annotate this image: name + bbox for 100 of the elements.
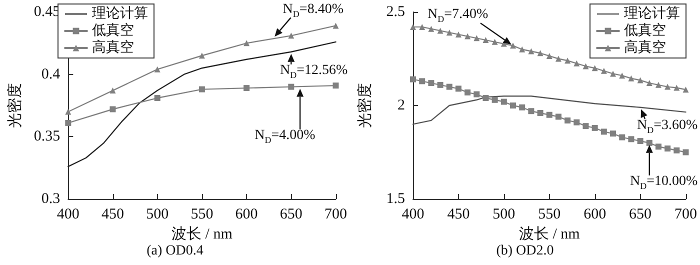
point — [464, 89, 471, 96]
x-tick-label: 650 — [280, 206, 302, 222]
point — [674, 84, 680, 91]
annotation: N$_{D}$=3.60% — [637, 118, 698, 135]
x-tick-label: 550 — [538, 206, 561, 222]
y-tick-label: 0.4 — [41, 66, 61, 82]
point — [446, 84, 452, 90]
legend-label: 高真空 — [624, 40, 666, 56]
point — [619, 72, 626, 79]
annotation: N$_{D}$=12.56% — [280, 63, 348, 80]
point — [65, 120, 72, 126]
point — [637, 77, 644, 84]
point — [555, 114, 562, 120]
point — [600, 68, 607, 74]
x-tick-label: 650 — [629, 206, 652, 222]
point — [574, 119, 580, 126]
point — [546, 112, 552, 118]
point — [510, 102, 516, 108]
x-axis-title: 波长 / nm — [172, 225, 233, 242]
x-tick-label: 700 — [674, 206, 697, 222]
point — [664, 84, 671, 90]
point — [555, 56, 562, 62]
text: (a) OD0.4 — [146, 244, 204, 258]
point — [592, 65, 598, 72]
point — [546, 52, 552, 59]
y-tick-label: 2.5 — [386, 4, 405, 20]
point — [464, 33, 471, 40]
point — [646, 80, 652, 86]
point — [655, 82, 662, 88]
point — [537, 110, 544, 116]
point — [564, 117, 571, 124]
point — [482, 37, 489, 44]
point — [482, 95, 489, 102]
x-axis-title: 波长 / nm — [518, 225, 580, 242]
point — [537, 50, 544, 56]
point — [655, 144, 662, 150]
point — [428, 26, 434, 32]
legend-label: 理论计算 — [92, 6, 148, 22]
y-axis-title: 光密度 — [356, 83, 374, 128]
point — [332, 22, 339, 29]
point — [154, 95, 160, 102]
point — [244, 85, 250, 92]
point — [582, 123, 589, 130]
point — [528, 108, 534, 114]
x-tick-label: 550 — [190, 206, 214, 222]
point — [628, 136, 634, 142]
point — [65, 108, 72, 115]
point — [682, 86, 689, 93]
x-tick-label: 400 — [56, 206, 80, 222]
annotation: N$_{D}$=7.40% — [428, 7, 488, 24]
x-tick-label: 450 — [447, 206, 470, 222]
point — [428, 80, 434, 86]
point — [288, 32, 294, 39]
point — [410, 24, 416, 30]
point — [455, 31, 462, 38]
annotation: N$_{D}$=10.00% — [630, 174, 698, 192]
x-tick-label: 700 — [324, 206, 347, 222]
point — [674, 147, 680, 154]
point — [419, 24, 426, 30]
x-tick-label: 400 — [402, 206, 424, 222]
point — [110, 106, 116, 112]
x-tick-label: 600 — [235, 206, 258, 222]
point — [628, 75, 634, 82]
point — [437, 28, 444, 34]
point — [474, 91, 480, 98]
point — [332, 82, 339, 89]
point — [410, 76, 416, 82]
point — [637, 138, 644, 144]
point — [519, 46, 526, 52]
point — [610, 70, 616, 77]
point — [600, 128, 607, 135]
x-tick-label: 500 — [146, 206, 169, 222]
legend-label: 低真空 — [92, 22, 134, 38]
y-tick-label: 0.35 — [34, 128, 60, 145]
x-tick-label: 600 — [584, 206, 606, 222]
annotation: N$_{D}$=4.00% — [254, 128, 316, 146]
point — [446, 30, 452, 36]
text: (b) OD2.0 — [496, 244, 554, 258]
point — [154, 66, 160, 72]
point — [682, 149, 689, 156]
point — [619, 134, 626, 140]
point — [592, 124, 598, 131]
point — [198, 86, 205, 92]
point — [582, 63, 589, 70]
point — [288, 84, 294, 90]
point — [500, 98, 507, 105]
point — [419, 78, 426, 84]
point — [198, 52, 205, 59]
point — [564, 58, 571, 64]
annotation: N$_{D}$=8.40% — [282, 2, 344, 18]
y-tick-label: 1.5 — [386, 191, 405, 207]
legend-label: 理论计算 — [624, 6, 680, 22]
point — [528, 48, 534, 54]
y-tick-label: 0.3 — [41, 191, 60, 207]
point — [437, 82, 444, 88]
point — [244, 40, 250, 46]
legend-label: 低真空 — [624, 22, 666, 38]
point — [492, 38, 498, 45]
x-tick-label: 450 — [102, 206, 124, 222]
point — [519, 104, 526, 110]
